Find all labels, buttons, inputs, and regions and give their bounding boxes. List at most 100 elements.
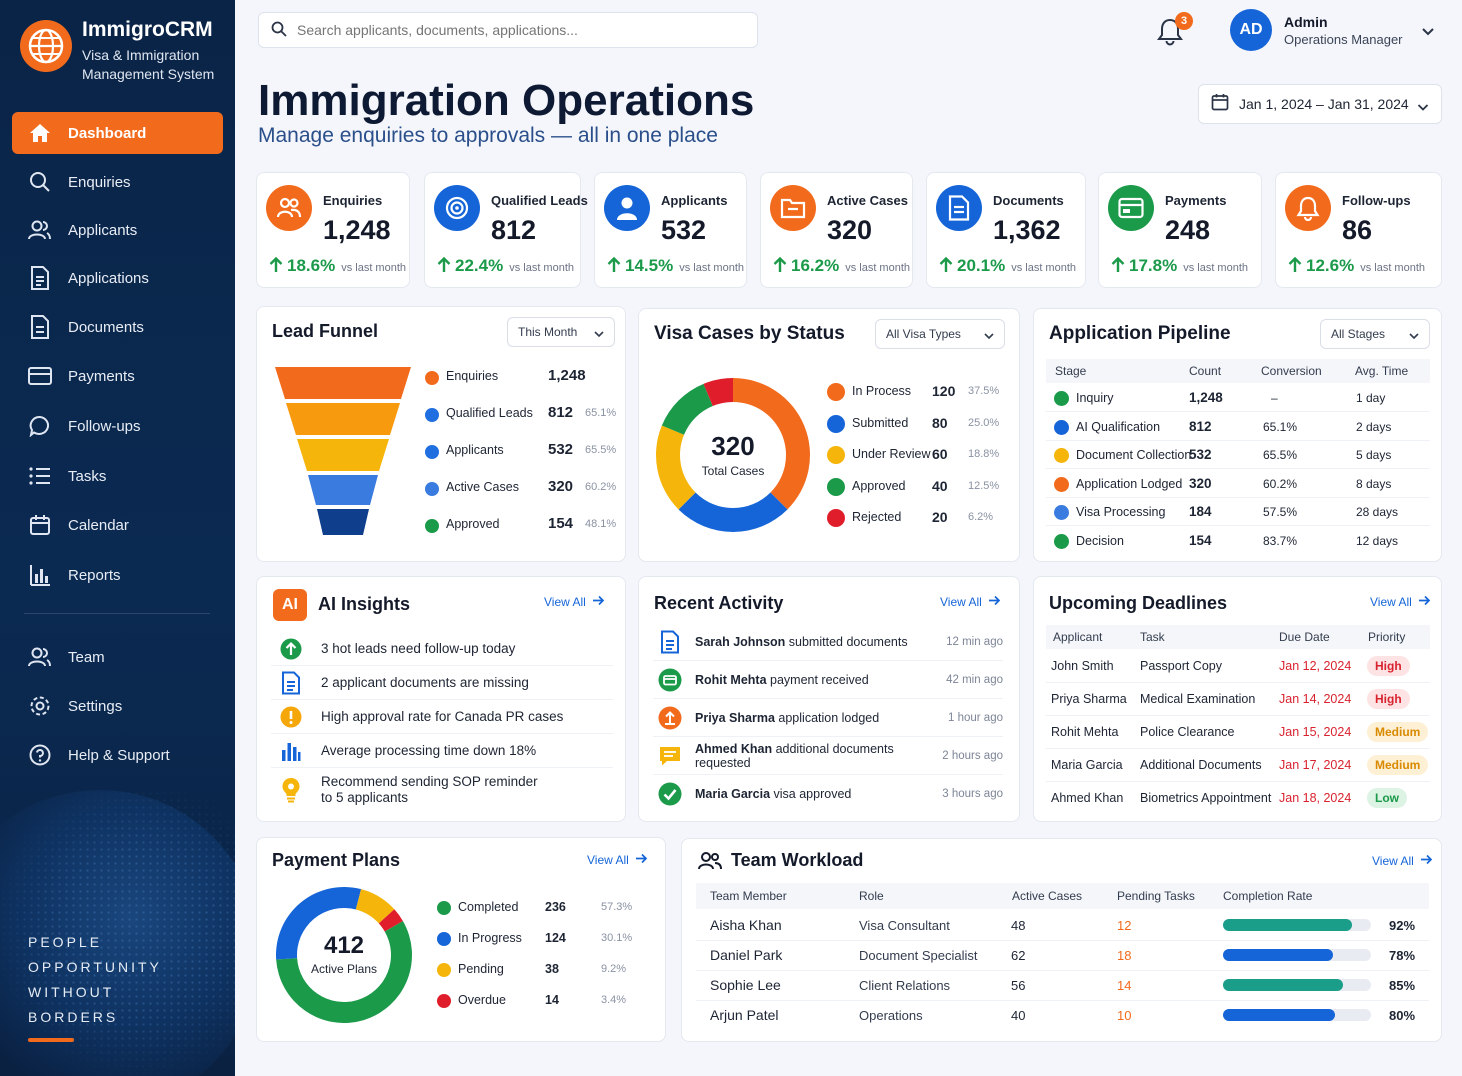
sidebar-item-enquiries[interactable]: Enquiries — [12, 161, 223, 203]
tagline: PEOPLE OPPORTUNITY WITHOUT BORDERS — [28, 930, 162, 1030]
status-label: Submitted — [852, 415, 909, 430]
sidebar-item-follow-ups[interactable]: Follow-ups — [12, 405, 223, 447]
status-label: Under Review — [852, 447, 931, 461]
sidebar-item-calendar[interactable]: Calendar — [12, 504, 223, 546]
sidebar-divider — [24, 613, 210, 614]
lead-funnel-card: Lead Funnel This Month Enquiries 1,248 Qua… — [256, 306, 626, 562]
kpi-card-qualified-leads[interactable]: Qualified Leads 812 22.4% vs last month — [424, 172, 588, 288]
visa-type-dropdown[interactable]: All Visa Types — [875, 319, 1005, 349]
kpi-change-note: vs last month — [509, 262, 575, 274]
insight-item[interactable]: High approval rate for Canada PR cases — [271, 701, 613, 734]
sidebar-item-payments[interactable]: Payments — [12, 355, 223, 397]
view-all-link[interactable]: View All — [1372, 854, 1433, 868]
priority-badge: Medium — [1367, 722, 1429, 742]
sidebar-item-help[interactable]: Help & Support — [12, 734, 223, 776]
sidebar-item-tasks[interactable]: Tasks — [12, 455, 223, 497]
message-icon — [653, 745, 687, 767]
view-all-link[interactable]: View All — [940, 595, 1001, 609]
kpi-card-active-cases[interactable]: Active Cases 320 16.2% vs last month — [760, 172, 913, 288]
card-title: Application Pipeline — [1049, 323, 1231, 344]
visa-status-slice-1 — [678, 492, 788, 532]
payment-plans-donut — [276, 887, 412, 1023]
view-all-link[interactable]: View All — [544, 595, 605, 609]
kpi-value: 532 — [661, 215, 707, 245]
sidebar-item-reports[interactable]: Reports — [12, 554, 223, 596]
search-bar[interactable] — [258, 12, 758, 48]
upload-icon — [653, 706, 687, 730]
insight-item[interactable]: 2 applicant documents are missing — [271, 667, 613, 700]
kpi-label: Qualified Leads — [491, 193, 588, 208]
insight-item[interactable]: Recommend sending SOP reminder to 5 appli… — [271, 769, 613, 811]
sidebar-item-documents[interactable]: Documents — [12, 306, 223, 348]
funnel-label: Approved — [446, 517, 500, 531]
activity-item[interactable]: Sarah Johnson submitted documents 12 min … — [653, 623, 1003, 661]
insight-line: High approval rate for Canada PR cases — [321, 709, 564, 724]
funnel-stage-approved — [317, 509, 369, 535]
funnel-value: 532 — [548, 441, 574, 458]
activity-action: submitted documents — [788, 634, 908, 649]
funnel-value: 320 — [548, 478, 574, 495]
search-input[interactable] — [297, 22, 737, 38]
sidebar-item-team[interactable]: Team — [12, 636, 223, 678]
kpi-label: Applicants — [661, 193, 728, 208]
visa-status-card: Visa Cases by Status All Visa Types 320 … — [638, 308, 1020, 562]
sidebar-item-settings[interactable]: Settings — [12, 685, 223, 727]
avatar[interactable]: AD — [1230, 9, 1272, 51]
column-header: Stage — [1055, 364, 1087, 378]
insight-item[interactable]: 3 hot leads need follow-up today — [271, 633, 613, 666]
deadline-date: Jan 14, 2024 — [1279, 692, 1352, 706]
kpi-card-documents[interactable]: Documents 1,362 20.1% vs last month — [926, 172, 1086, 288]
visa-status-slice-2 — [656, 425, 696, 510]
insight-line: to 5 applicants — [321, 790, 409, 805]
plan-value: 38 — [545, 962, 559, 976]
kpi-card-enquiries[interactable]: Enquiries 1,248 18.6% vs last month — [256, 172, 410, 288]
arrow-right-icon — [635, 853, 648, 867]
column-header: Avg. Time — [1355, 364, 1409, 378]
status-pct: 25.0% — [968, 416, 1000, 429]
insight-item[interactable]: Average processing time down 18% — [271, 735, 613, 768]
team-icon — [12, 646, 68, 668]
document-icon — [12, 266, 68, 290]
donut-total-label: Active Plans — [310, 962, 378, 976]
chevron-down-icon[interactable] — [1421, 24, 1435, 42]
user-icon — [604, 185, 650, 231]
folder-icon — [770, 185, 816, 231]
sidebar-item-dashboard[interactable]: Dashboard — [12, 112, 223, 154]
activity-item[interactable]: Maria Garcia visa approved 3 hours ago — [653, 775, 1003, 813]
view-all-link[interactable]: View All — [587, 853, 648, 867]
legend-dot — [437, 901, 451, 915]
visa-status-slice-4 — [703, 378, 733, 407]
sidebar-item-label: Help & Support — [68, 746, 170, 764]
view-all-link[interactable]: View All — [1370, 595, 1431, 609]
kpi-change: 20.1% vs last month — [939, 256, 1076, 276]
sidebar: ImmigroCRM Visa & Immigration Management… — [0, 0, 235, 1076]
row-divider — [1046, 682, 1430, 683]
sidebar-item-label: Reports — [68, 566, 121, 584]
sidebar-item-applicants[interactable]: Applicants — [12, 209, 223, 251]
activity-item[interactable]: Ahmed Khan additional documents requeste… — [653, 737, 1003, 775]
sidebar-item-applications[interactable]: Applications — [12, 257, 223, 299]
funnel-pct: 65.1% — [585, 407, 617, 419]
kpi-card-follow-ups[interactable]: Follow-ups 86 12.6% vs last month — [1275, 172, 1442, 288]
date-range-picker[interactable]: Jan 1, 2024 – Jan 31, 2024 — [1198, 84, 1442, 124]
notification-badge: 3 — [1175, 12, 1193, 30]
status-label: In Process — [852, 384, 912, 398]
visa-status-donut — [656, 378, 810, 532]
gear-icon — [12, 695, 68, 717]
kpi-card-payments[interactable]: Payments 248 17.8% vs last month — [1098, 172, 1262, 288]
bell-icon — [1285, 185, 1331, 231]
status-pct: 12.5% — [968, 479, 1000, 492]
activity-item[interactable]: Priya Sharma application lodged 1 hour ag… — [653, 699, 1003, 737]
sidebar-item-label: Payments — [68, 367, 135, 385]
stage-name: AI Qualification — [1076, 419, 1161, 434]
dropdown-value: All Visa Types — [886, 327, 961, 341]
period-dropdown[interactable]: This Month — [507, 317, 615, 347]
activity-person: Maria Garcia — [695, 787, 771, 801]
funnel-stage-qualified — [286, 403, 400, 435]
activity-item[interactable]: Rohit Mehta payment received 42 min ago — [653, 661, 1003, 699]
sidebar-item-label: Dashboard — [68, 124, 147, 142]
completion-bar-fill — [1223, 919, 1352, 931]
team-member-name: Sophie Lee — [710, 977, 781, 993]
stage-dropdown[interactable]: All Stages — [1320, 319, 1430, 349]
kpi-card-applicants[interactable]: Applicants 532 14.5% vs last month — [594, 172, 747, 288]
